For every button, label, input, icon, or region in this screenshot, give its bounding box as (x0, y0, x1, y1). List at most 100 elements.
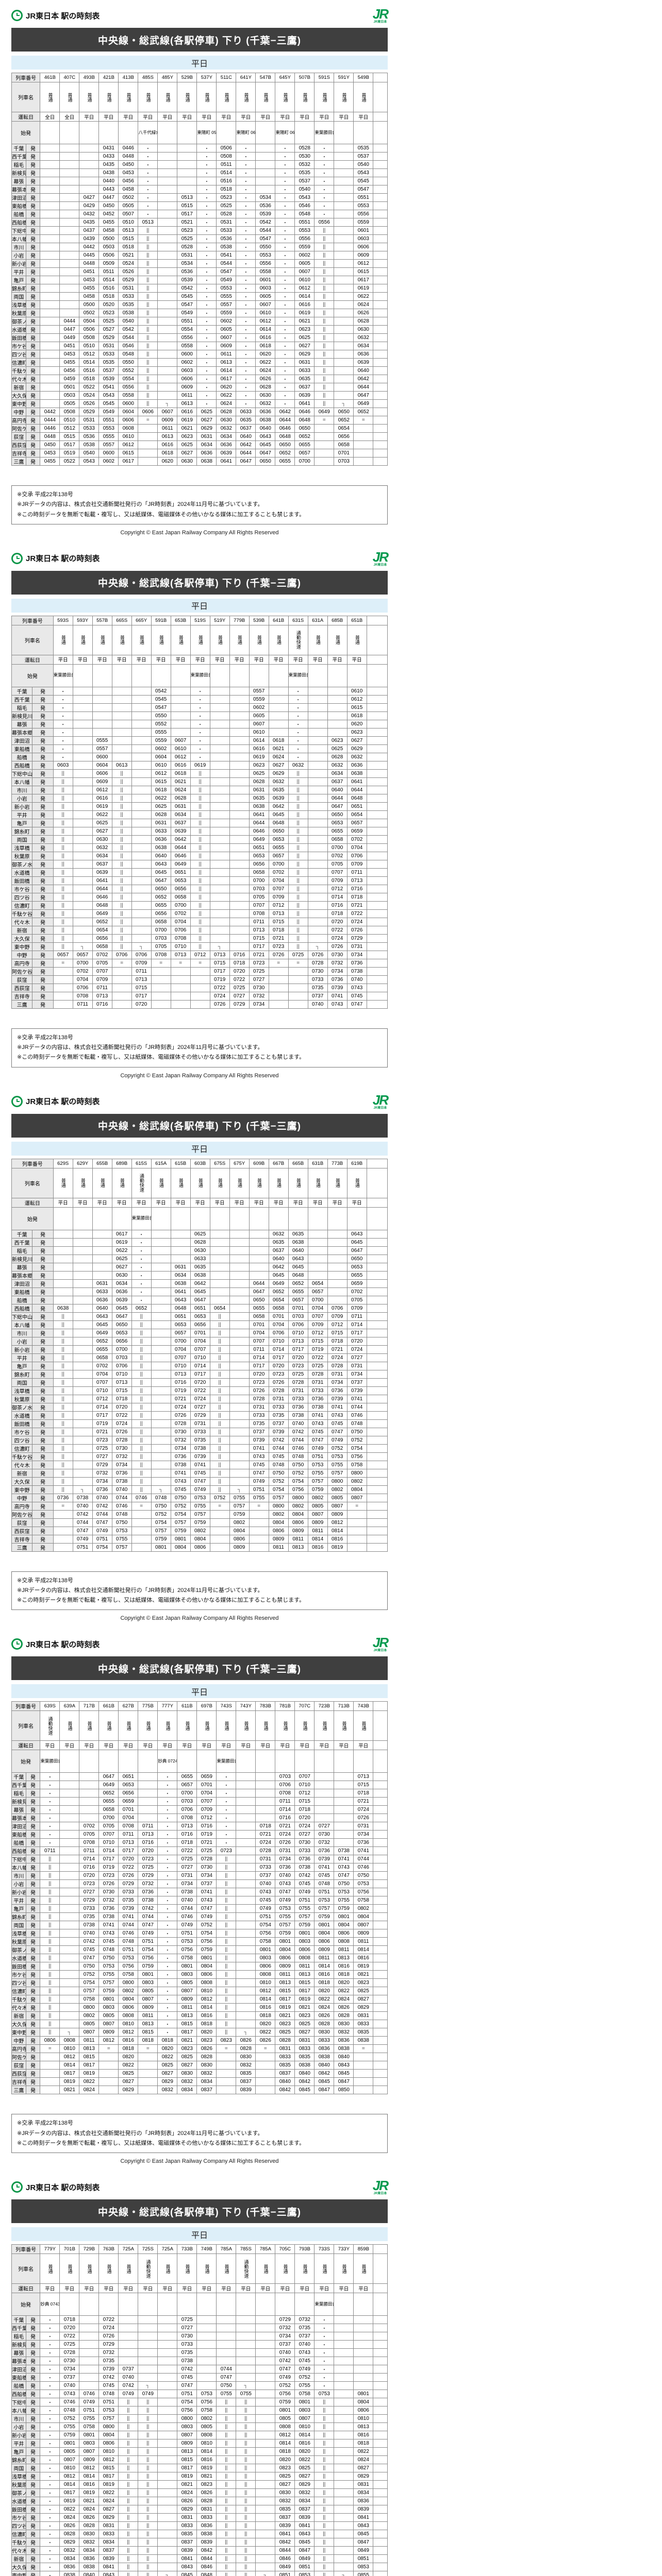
time-cell: 0624 (216, 399, 237, 408)
time-cell (177, 168, 197, 177)
time-cell: 0628 (353, 317, 374, 326)
time-cell: ・ (40, 2431, 60, 2439)
time-cell: 0644 (346, 785, 367, 794)
time-cell: 0744 (288, 1435, 308, 1445)
time-cell: 0620 (216, 383, 237, 392)
time-cell: 0746 (118, 1929, 139, 1938)
time-cell: || (216, 1978, 237, 1988)
op-day-cell: 平日 (216, 2283, 237, 2293)
time-cell (53, 1229, 73, 1239)
time-cell: || (209, 1394, 230, 1403)
time-cell: ┐ (255, 2571, 276, 2576)
time-cell: 0658 (98, 1805, 119, 1815)
train-name-cell: 普通 (59, 82, 80, 112)
dep-mark-cell: 発 (25, 1879, 41, 1889)
time-cell: 0551 (353, 193, 374, 202)
train-name-text: 普通 (185, 2264, 190, 2274)
dep-mark-cell: 発 (25, 2389, 41, 2398)
station-row: 市ケ谷発・ 0824 0826 0829 || || 0831 0833 || || 0837 083… (11, 2513, 388, 2522)
time-cell (353, 457, 374, 466)
time-cell (236, 1954, 256, 1963)
time-cell: || (111, 942, 132, 951)
time-cell: 0749 (275, 2373, 295, 2382)
time-cell (268, 686, 289, 696)
origin-cell (170, 1207, 191, 1230)
time-cell: 0623 (177, 432, 197, 441)
time-cell: 0818 (314, 1978, 335, 1988)
time-cell (131, 719, 152, 728)
time-cell: ・ (40, 2324, 60, 2332)
time-cell (229, 703, 250, 712)
time-cell: || (131, 1460, 152, 1469)
time-cell: 0812 (98, 2036, 119, 2045)
time-cell: 0735 (268, 1411, 289, 1420)
time-cell (255, 185, 276, 194)
time-cell: ・ (236, 185, 256, 194)
op-day-cell: 平日 (177, 2283, 197, 2293)
train-name-cell: 普通 (157, 82, 178, 112)
time-cell: 0641 (346, 777, 367, 786)
time-cell: 0719 (196, 1830, 217, 1839)
time-cell: 0642 (190, 1279, 210, 1288)
time-cell: 0731 (346, 1361, 367, 1370)
time-cell: ・ (275, 168, 295, 177)
time-cell: 0747 (92, 1518, 112, 1527)
dep-mark-cell: 発 (32, 1361, 54, 1370)
time-cell: ・ (40, 2464, 60, 2472)
time-cell: 0654 (307, 1279, 328, 1288)
time-cell: || (314, 2530, 335, 2538)
time-cell (209, 760, 230, 770)
time-cell: = (131, 1501, 152, 1511)
time-cell: 0635 (249, 793, 269, 803)
train-number-row: 列車番号 461B 407C 493B 421B 413B 485S 485Y 529B 537Y… (11, 73, 388, 82)
time-cell (53, 1254, 73, 1263)
time-cell: 0810 (353, 2414, 374, 2423)
time-cell: 0533 (216, 226, 237, 235)
train-name-text: 普通 (145, 92, 151, 102)
time-cell: 0759 (275, 2398, 295, 2406)
filler-cell (366, 1411, 388, 1420)
time-cell (98, 2069, 119, 2078)
station-row: 幕張本郷発04430458・・0518・・0540・0547 (11, 185, 388, 194)
time-cell: 0536 (79, 432, 100, 441)
filler-cell (366, 983, 388, 992)
station-name-cell: 千葉 (11, 686, 33, 696)
time-cell: 0755 (327, 1460, 347, 1469)
time-cell: 0634 (196, 440, 217, 449)
time-cell: 0756 (177, 2406, 197, 2415)
time-cell (307, 1254, 328, 1263)
time-cell: 0718 (346, 892, 367, 902)
train-name-text: 普通 (80, 635, 86, 645)
time-cell: || (190, 901, 210, 910)
station-row: 錦糸町発 || 0704 0710 || 0713 0717 || 0720 0723 0725 07… (11, 1369, 388, 1379)
train-name-text: 普通 (322, 1721, 327, 1731)
time-cell: ・ (275, 243, 295, 251)
time-cell: ・ (196, 391, 217, 400)
train-name-text: 普通 (106, 2264, 112, 2274)
time-cell: 0645 (111, 1303, 132, 1313)
train-name-text: 普通 (256, 1178, 262, 1188)
station-name-cell: 平井 (11, 1353, 33, 1362)
time-cell: 0830 (79, 2530, 100, 2538)
time-cell: ・ (275, 144, 295, 152)
time-cell: 0754 (151, 1518, 171, 1527)
station-name-cell: 小岩 (11, 2422, 26, 2431)
station-row: 千駄ケ谷発0456051605370552||0603・0614・0624・06… (11, 366, 388, 375)
time-cell: 0725 (196, 1846, 217, 1856)
op-day-cell: 平日 (236, 2283, 256, 2293)
time-cell: 0741 (170, 1468, 191, 1478)
time-cell (157, 177, 178, 185)
time-cell (307, 727, 328, 737)
time-cell (209, 736, 230, 745)
time-cell: 0716 (229, 950, 250, 959)
time-cell: || (131, 1345, 152, 1354)
filler-cell (366, 1460, 388, 1469)
time-cell: 0728 (59, 2348, 80, 2357)
time-cell: ・ (236, 391, 256, 400)
time-cell: 0752 (294, 2373, 315, 2382)
time-cell: 0754 (288, 1477, 308, 1486)
time-cell: 0540 (79, 449, 100, 457)
time-cell: 0720 (79, 1871, 100, 1880)
station-row: 飯田橋発 || 0641 || 0647 0653 || 0700 0704 || 0709 0713 (11, 876, 388, 885)
